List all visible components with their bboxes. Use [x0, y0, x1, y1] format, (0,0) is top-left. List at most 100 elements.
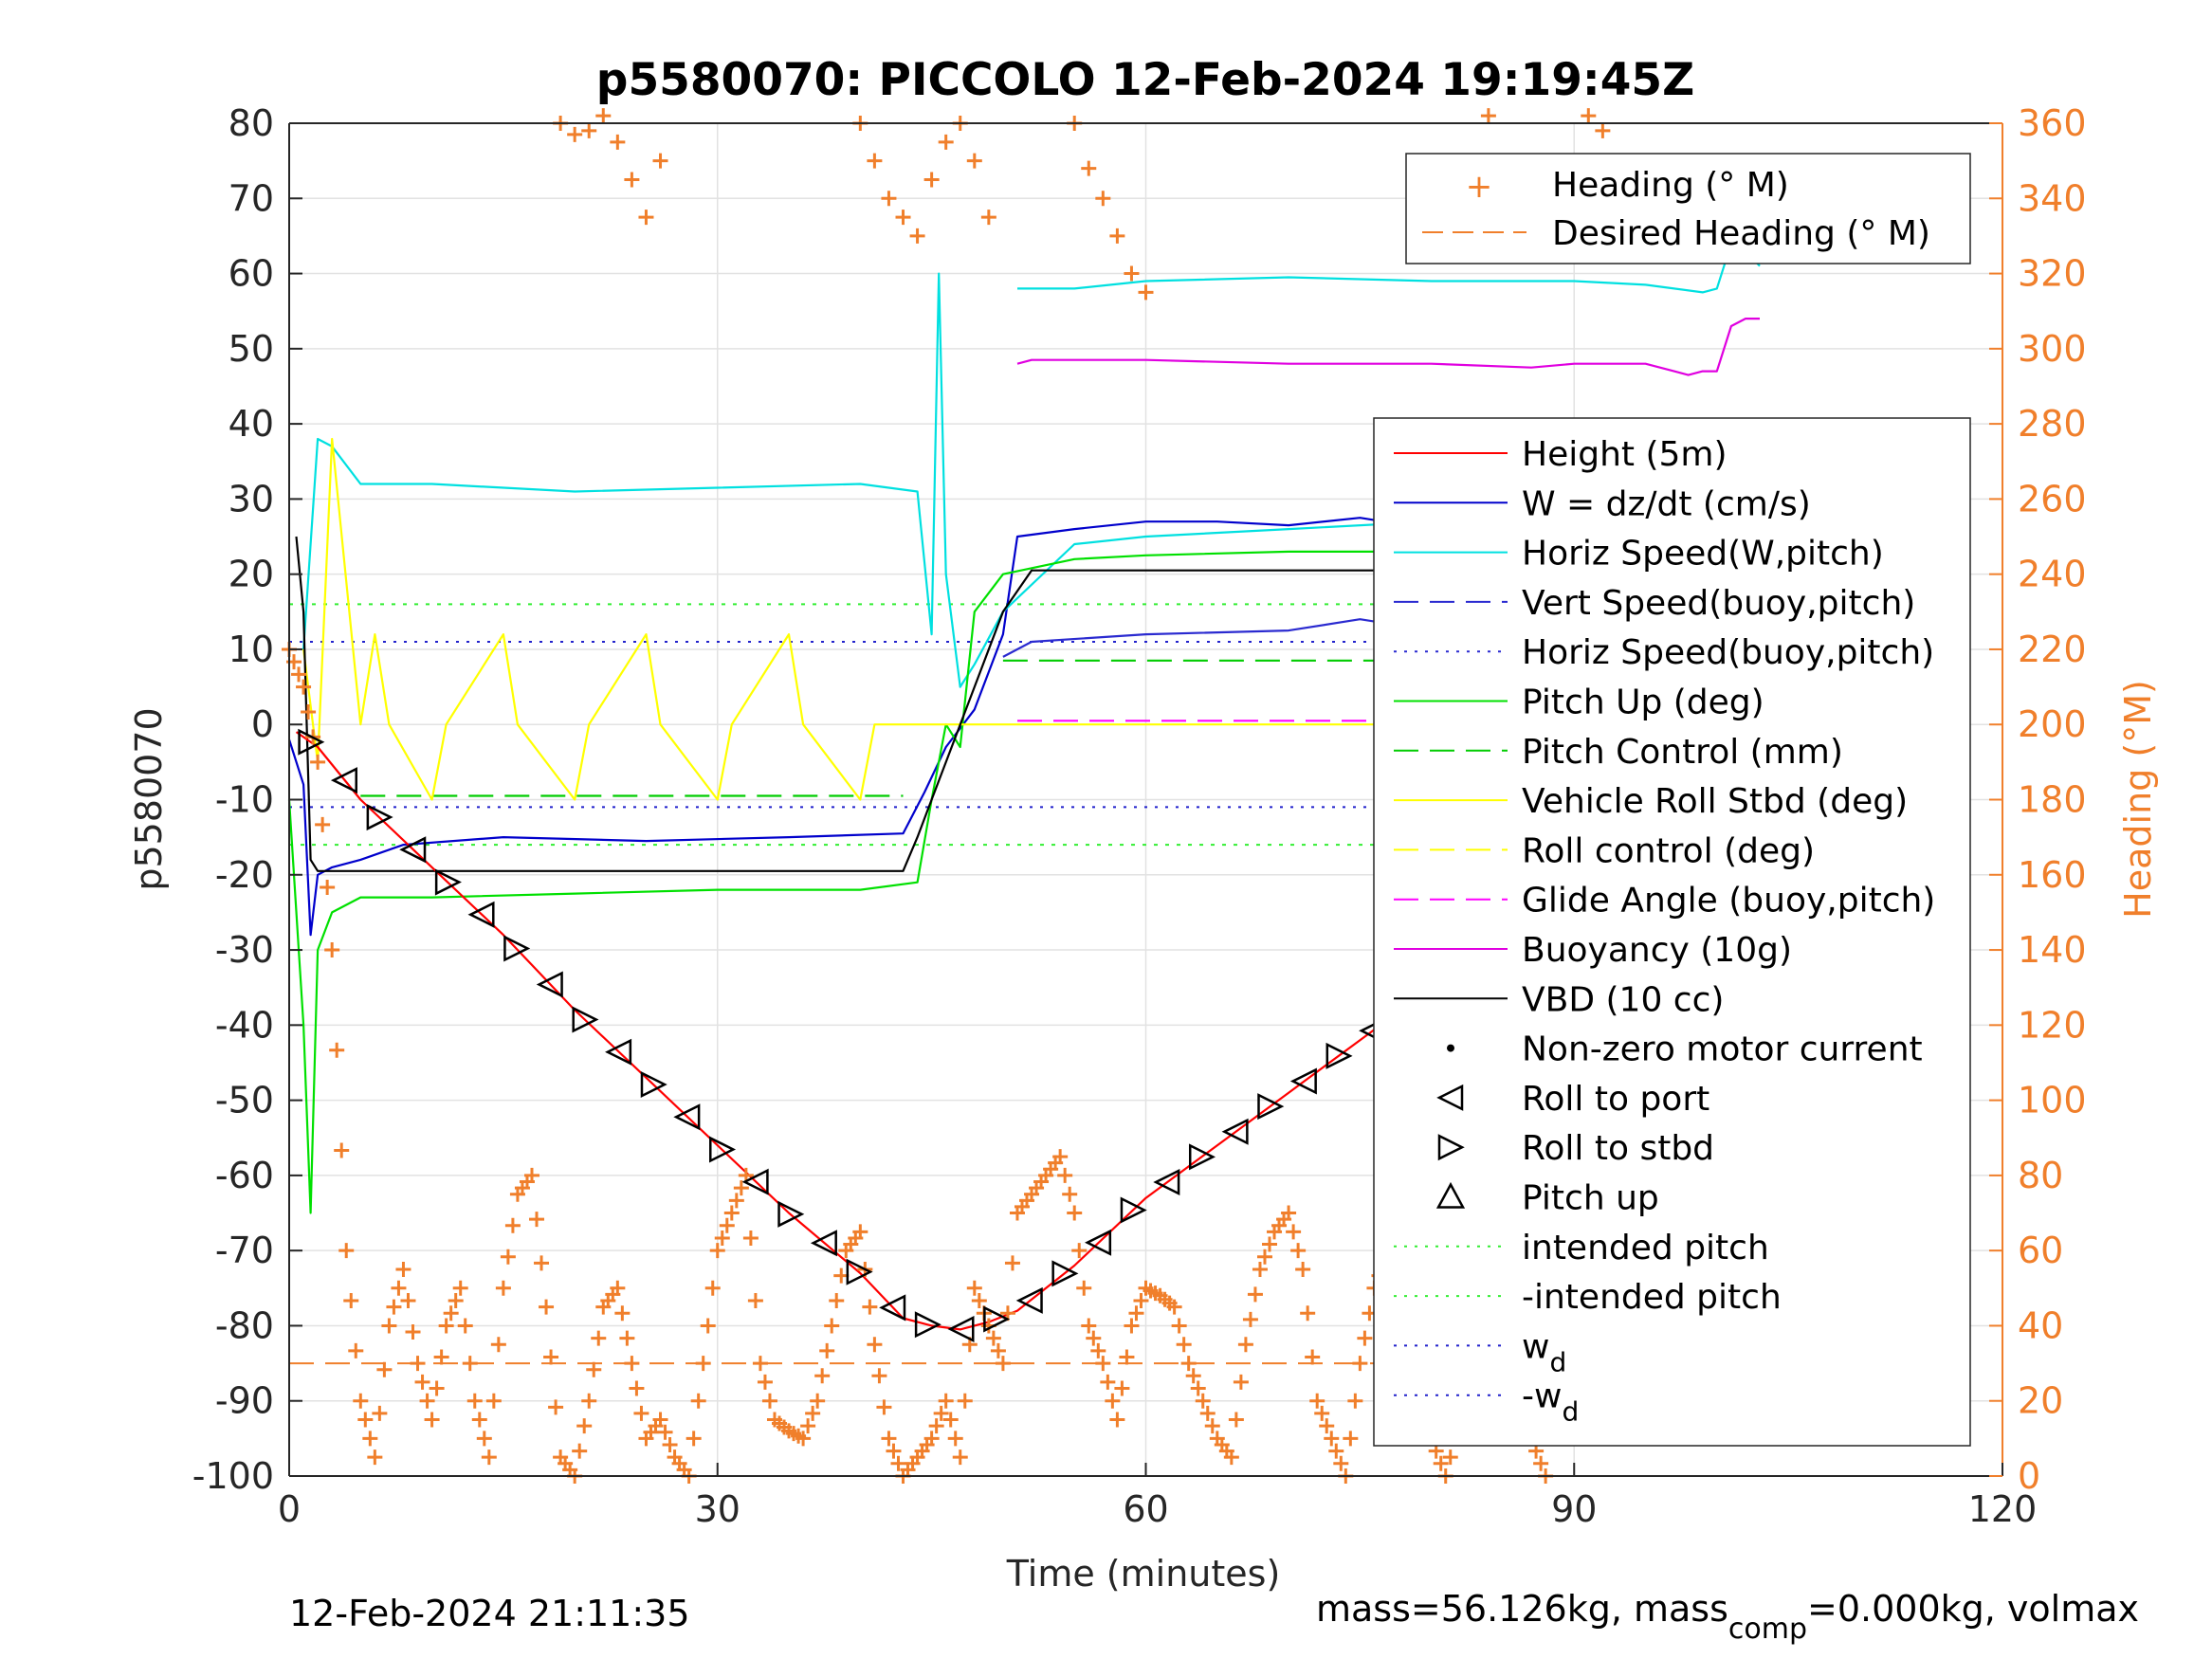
heading-point — [1314, 1405, 1330, 1421]
y-right-tick-label: 60 — [2018, 1230, 2063, 1271]
heading-point-top — [895, 210, 911, 226]
heading-point-top — [923, 172, 940, 188]
legend-label: Horiz Speed(buoy,pitch) — [1522, 633, 1934, 672]
heading-point — [633, 1405, 649, 1421]
heading-point — [376, 1361, 393, 1377]
x-tick-label: 120 — [1968, 1488, 2038, 1530]
heading-point — [591, 1330, 607, 1346]
legend-subscript: d — [1549, 1346, 1566, 1377]
heading-point — [586, 1361, 602, 1377]
heading-point — [1004, 1255, 1020, 1271]
legend-label: Horiz Speed(W,pitch) — [1522, 535, 1884, 574]
heading-point — [824, 1318, 840, 1334]
heading-point — [448, 1293, 464, 1309]
heading-point — [334, 1142, 350, 1158]
heading-point — [1171, 1318, 1187, 1334]
heading-point — [733, 1180, 749, 1196]
roll-stbd-marker — [777, 1200, 805, 1228]
heading-point — [353, 1393, 369, 1409]
heading-point — [819, 1342, 835, 1358]
heading-point — [1252, 1261, 1268, 1277]
heading-point — [805, 1405, 821, 1421]
y-tick-label: -50 — [215, 1080, 274, 1121]
heading-point — [1247, 1286, 1263, 1303]
heading-point-top — [1138, 284, 1154, 301]
heading-point — [1324, 1431, 1340, 1447]
roll-port-marker — [673, 1103, 701, 1131]
heading-point — [852, 1224, 868, 1240]
heading-point — [829, 1293, 845, 1309]
roll-stbd-marker — [1257, 1093, 1285, 1121]
heading-point — [1357, 1330, 1373, 1346]
roll-stbd-marker — [709, 1136, 737, 1163]
heading-point — [419, 1393, 435, 1409]
heading-point — [662, 1436, 678, 1452]
legend-label: -intended pitch — [1522, 1278, 1782, 1317]
heading-point — [800, 1418, 816, 1434]
y-tick-label: -100 — [192, 1455, 274, 1497]
heading-point — [990, 1342, 1006, 1358]
heading-point — [624, 1356, 640, 1372]
y-tick-label: -20 — [215, 854, 274, 896]
heading-point — [995, 1356, 1011, 1372]
heading-point — [1228, 1412, 1244, 1428]
roll-stbd-marker — [434, 868, 462, 896]
legend-top-box — [1405, 153, 1971, 264]
y-right-tick-label: 340 — [2018, 177, 2087, 219]
x-tick-label: 0 — [278, 1488, 301, 1530]
heading-point — [728, 1193, 744, 1209]
heading-point — [928, 1418, 944, 1434]
heading-point — [1180, 1356, 1197, 1372]
heading-point — [1185, 1368, 1201, 1384]
y-tick-label: -30 — [215, 929, 274, 971]
legend-heading-marker: + — [1466, 168, 1493, 206]
legend-heading-label: Heading (° M) — [1552, 166, 1789, 205]
heading-point — [1166, 1299, 1182, 1315]
heading-point — [933, 1405, 949, 1421]
heading-point-top — [1581, 108, 1597, 124]
heading-point — [862, 1299, 878, 1315]
heading-point — [1195, 1393, 1211, 1409]
heading-point — [871, 1368, 887, 1384]
heading-point — [1347, 1393, 1363, 1409]
roll-port-marker — [399, 836, 427, 864]
y-tick-label: 40 — [229, 403, 274, 445]
legend-label: Non-zero motor current — [1522, 1030, 1923, 1069]
legend-subscript: d — [1562, 1396, 1579, 1428]
roll-stbd-marker — [298, 728, 325, 756]
heading-point — [391, 1280, 407, 1296]
heading-point — [471, 1412, 487, 1428]
heading-point — [952, 1449, 968, 1466]
legend-label: Roll to stbd — [1522, 1129, 1714, 1168]
legend-label: Pitch Control (mm) — [1522, 733, 1843, 772]
heading-point — [985, 1330, 1001, 1346]
heading-point — [481, 1449, 497, 1466]
heading-point — [1305, 1349, 1321, 1365]
heading-point-top — [610, 134, 626, 150]
y-tick-label: -60 — [215, 1155, 274, 1196]
heading-point — [291, 666, 307, 683]
heading-point — [610, 1280, 626, 1296]
roll-port-marker — [467, 901, 495, 928]
heading-point — [1081, 1318, 1097, 1334]
footer-mass-info: mass=56.126kg, masscomp=0.000kg, volmax — [1316, 1588, 2139, 1646]
legend-label: Vehicle Roll Stbd (deg) — [1522, 782, 1908, 821]
heading-point — [1286, 1224, 1302, 1240]
y-tick-label: 50 — [229, 328, 274, 370]
footer-timestamp: 12-Feb-2024 21:11:35 — [289, 1593, 690, 1634]
heading-point — [619, 1330, 635, 1346]
heading-point — [405, 1324, 421, 1340]
roll-stbd-marker — [914, 1311, 941, 1339]
heading-point — [429, 1380, 445, 1396]
heading-point — [572, 1443, 588, 1459]
heading-point-top — [624, 172, 640, 188]
heading-point — [1100, 1374, 1116, 1390]
roll-port-marker — [605, 1038, 632, 1066]
legend-label: W = dz/dt (cm/s) — [1522, 484, 1811, 523]
roll-stbd-marker — [1325, 1042, 1353, 1069]
heading-point — [357, 1412, 374, 1428]
heading-point — [395, 1261, 411, 1277]
roll-stbd-marker — [846, 1258, 873, 1285]
roll-port-marker — [1289, 1067, 1317, 1095]
heading-point — [1242, 1311, 1258, 1327]
